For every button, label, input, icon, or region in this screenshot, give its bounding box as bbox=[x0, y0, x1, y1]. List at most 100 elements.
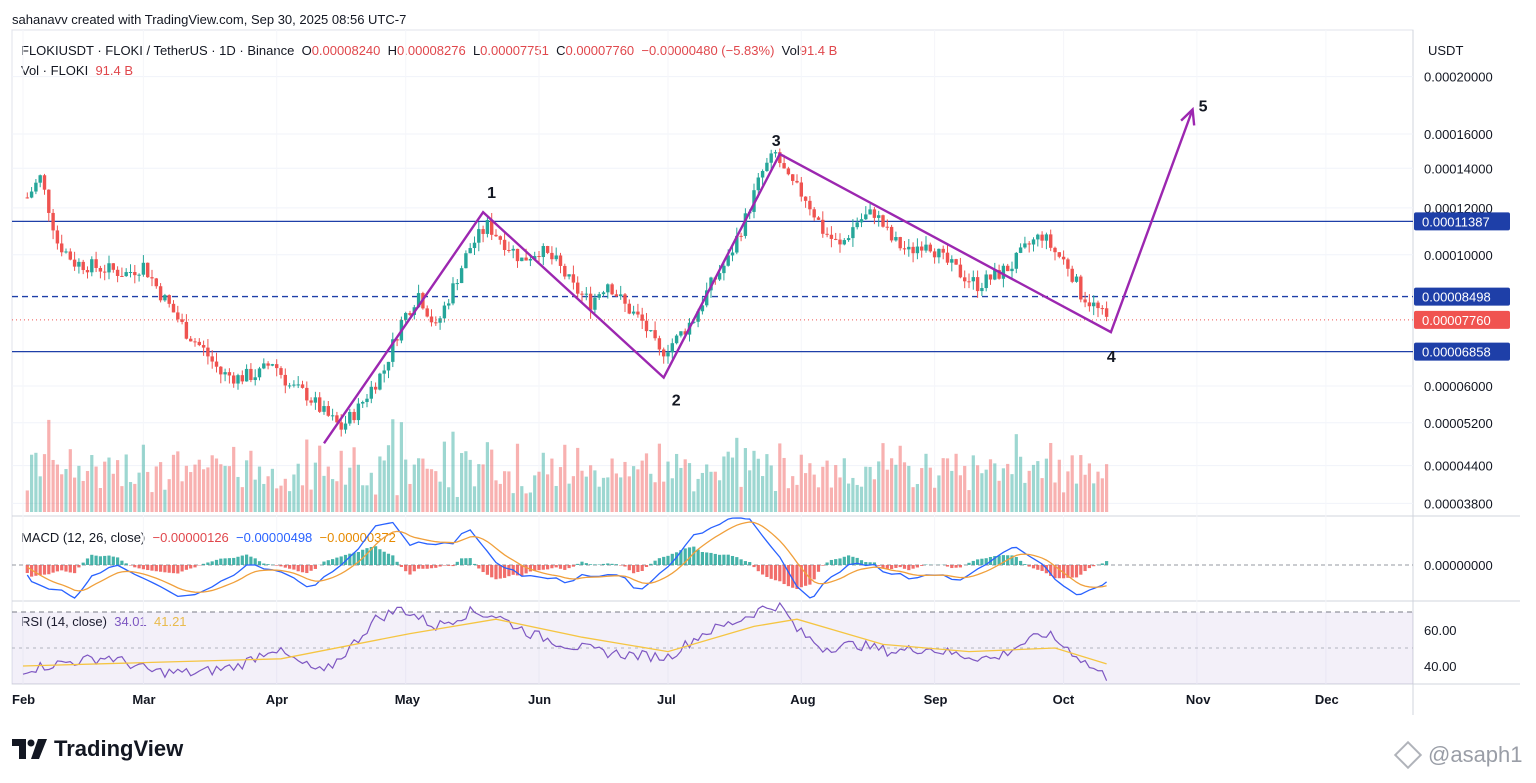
macd-hist-bar bbox=[967, 562, 971, 565]
candle-body bbox=[494, 234, 498, 237]
macd-hist-bar bbox=[945, 565, 950, 567]
x-tick-label: Mar bbox=[132, 692, 155, 707]
volume-bar bbox=[653, 482, 657, 512]
candle-body bbox=[365, 398, 369, 403]
candle-body bbox=[115, 269, 120, 276]
candle-body bbox=[262, 363, 266, 369]
symbol-label[interactable]: FLOKIUSDT · FLOKI / TetherUS · 1D · Bina… bbox=[21, 43, 295, 58]
candle-body bbox=[735, 235, 739, 253]
volume-bar bbox=[885, 469, 889, 512]
candle-body bbox=[769, 153, 773, 163]
candle-body bbox=[640, 314, 644, 321]
macd-hist-bar bbox=[627, 565, 631, 571]
axis-unit-label[interactable]: USDT bbox=[1428, 43, 1464, 58]
candle-body bbox=[133, 272, 137, 276]
volume-bar bbox=[283, 478, 287, 512]
candle-body bbox=[451, 283, 455, 304]
macd-hist-bar bbox=[468, 558, 472, 565]
macd-hist-bar bbox=[1100, 563, 1104, 565]
candle-body bbox=[692, 321, 696, 323]
volume-bar bbox=[1006, 463, 1010, 512]
candle-body bbox=[967, 281, 971, 283]
volume-bar bbox=[1079, 455, 1083, 512]
volume-bar bbox=[1057, 459, 1061, 512]
brand-logo[interactable]: TradingView bbox=[12, 736, 183, 762]
macd-hist-bar bbox=[743, 561, 747, 565]
candle-body bbox=[64, 251, 68, 253]
candle-body bbox=[373, 386, 378, 390]
volume-bar bbox=[924, 453, 928, 512]
macd-hist-bar bbox=[829, 559, 833, 565]
macd-hist-bar bbox=[447, 565, 451, 566]
volume-bar bbox=[808, 463, 812, 512]
x-tick-label: Sep bbox=[924, 692, 948, 707]
macd-hist-bar bbox=[907, 565, 911, 571]
candle-body bbox=[34, 182, 38, 192]
volume-bar bbox=[692, 491, 696, 512]
volume-bar bbox=[657, 443, 661, 512]
volume-bar bbox=[558, 467, 563, 512]
candle-body bbox=[318, 397, 322, 412]
candle-body bbox=[911, 246, 915, 254]
macd-hist-bar bbox=[571, 565, 575, 567]
candle-body bbox=[55, 230, 60, 244]
macd-hist-bar bbox=[868, 562, 872, 565]
volume-bar bbox=[150, 492, 154, 512]
macd-hist-bar bbox=[378, 549, 382, 565]
macd-label[interactable]: MACD (12, 26, close) bbox=[21, 530, 146, 545]
candle-body bbox=[722, 265, 726, 274]
volume-bar bbox=[288, 491, 292, 512]
candle-body bbox=[834, 238, 838, 240]
volume-bar bbox=[563, 444, 567, 512]
volume-bar bbox=[829, 487, 833, 512]
volume-bar bbox=[464, 451, 468, 512]
candle-body bbox=[1023, 243, 1027, 248]
volume-bar bbox=[726, 451, 730, 512]
volume-bar bbox=[705, 464, 709, 512]
macd-hist-bar bbox=[85, 558, 90, 565]
volume-bar bbox=[825, 460, 829, 512]
volume-bar bbox=[111, 473, 115, 512]
close-value: 0.00007760 bbox=[565, 43, 635, 58]
price-legend: FLOKIUSDT · FLOKI / TetherUS · 1D · Bina… bbox=[21, 43, 837, 58]
volume-bar bbox=[1023, 482, 1027, 512]
candle-body bbox=[1057, 252, 1061, 257]
macd-hist-bar bbox=[864, 562, 868, 565]
volume-bar bbox=[425, 468, 429, 512]
macd-hist-bar bbox=[683, 548, 687, 565]
candle-body bbox=[907, 246, 911, 250]
macd-hist-bar bbox=[791, 565, 795, 588]
candle-body bbox=[588, 293, 593, 310]
macd-hist-bar bbox=[137, 565, 141, 569]
volume-bar bbox=[279, 485, 283, 512]
macd-hist-bar bbox=[98, 556, 102, 565]
volume-bar bbox=[687, 463, 692, 512]
candle-body bbox=[786, 168, 791, 175]
y-tick-label: 0.00014000 bbox=[1424, 161, 1493, 176]
candle-body bbox=[201, 345, 206, 348]
candle-body bbox=[920, 246, 924, 251]
rsi-label[interactable]: RSI (14, close) bbox=[21, 614, 107, 629]
candle-body bbox=[150, 277, 154, 279]
plot-frame bbox=[11, 29, 1414, 685]
candle-body bbox=[554, 255, 558, 260]
macd-hist-bar bbox=[460, 558, 464, 565]
wave-arrowhead bbox=[1180, 106, 1196, 126]
candle-body bbox=[481, 229, 485, 234]
volume-bar bbox=[963, 465, 967, 512]
macd-hist-bar bbox=[159, 565, 163, 572]
macd-hist-bar bbox=[25, 565, 29, 574]
candle-body bbox=[791, 174, 795, 181]
volume-bar bbox=[773, 490, 778, 512]
macd-hist-bar bbox=[124, 563, 128, 565]
volume-bar bbox=[524, 493, 528, 512]
candle-body bbox=[958, 264, 963, 278]
candle-body bbox=[1001, 265, 1006, 279]
wave-label-1: 1 bbox=[487, 185, 496, 202]
macd-hist-bar bbox=[670, 553, 674, 565]
volume-line-label[interactable]: Vol · FLOKI bbox=[21, 63, 89, 78]
macd-hist-bar bbox=[206, 562, 210, 565]
candle-body bbox=[653, 330, 657, 339]
volume-bar bbox=[713, 471, 717, 512]
